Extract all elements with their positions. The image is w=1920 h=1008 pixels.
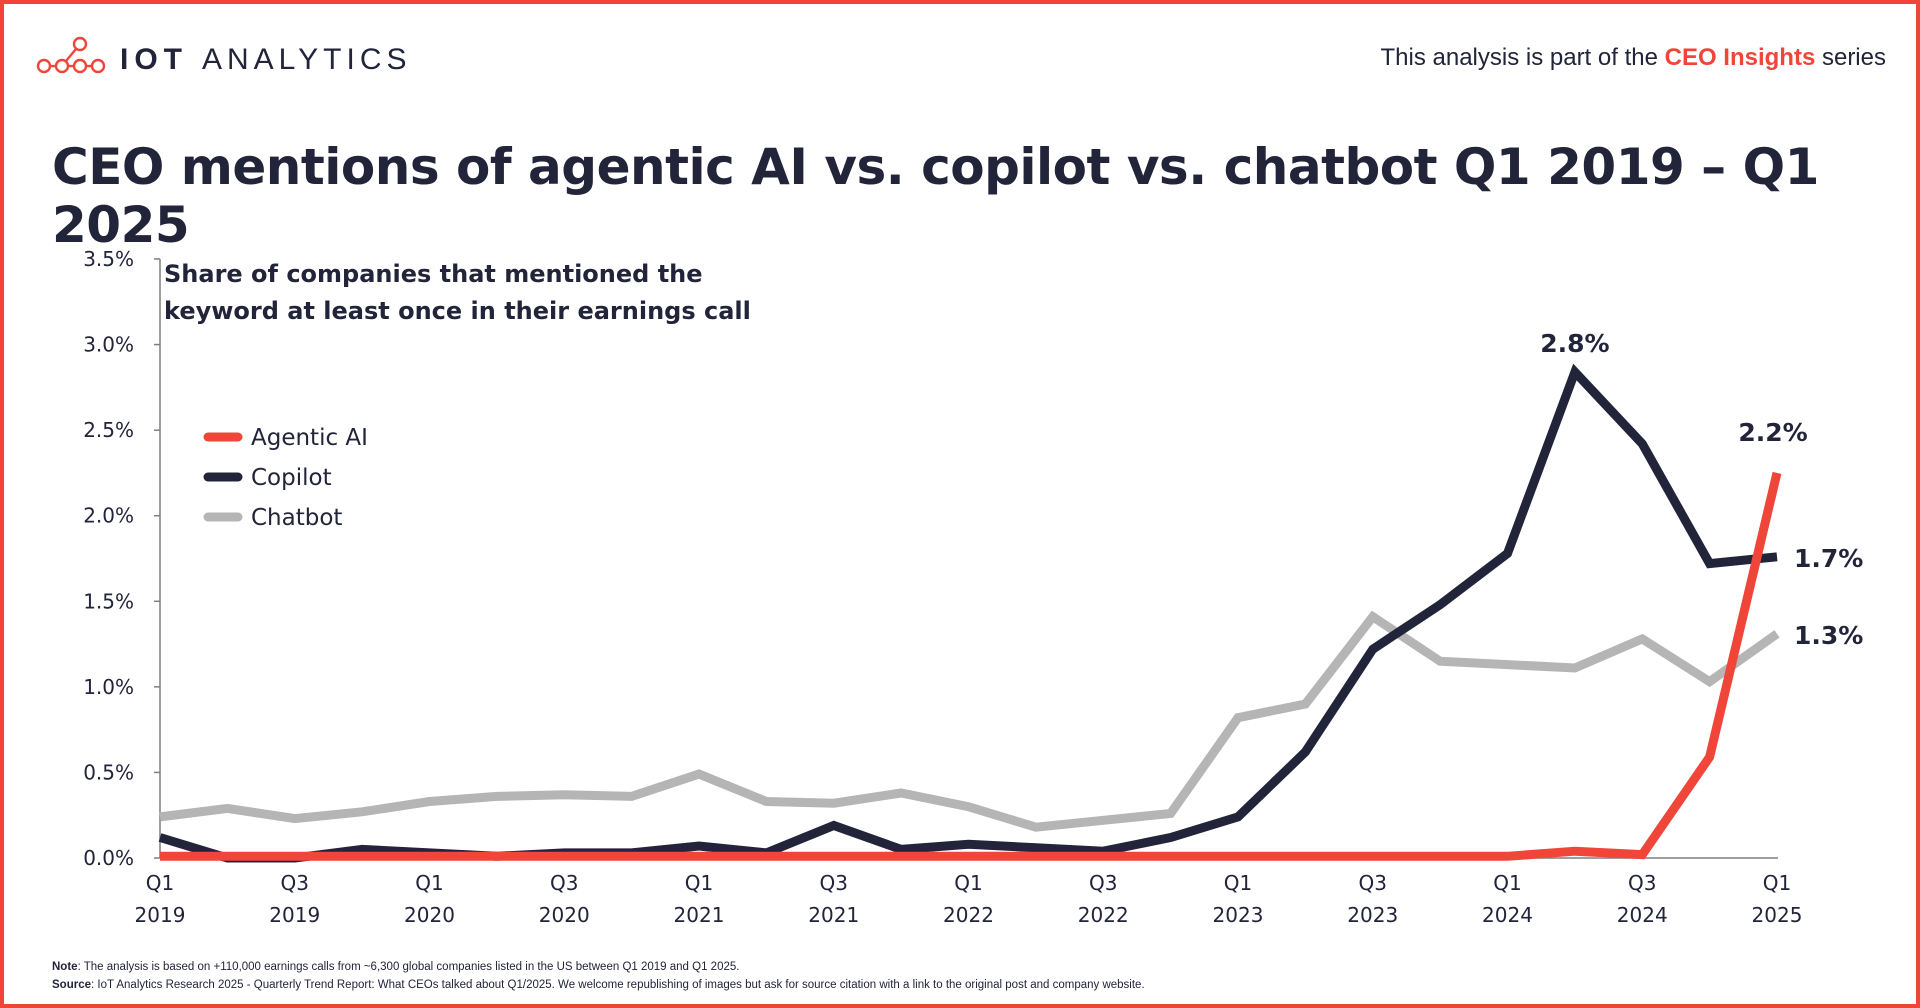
x-tick-year: 2021 xyxy=(674,903,725,927)
x-tick-quarter: Q3 xyxy=(1628,871,1656,895)
series-line-copilot xyxy=(158,363,1778,863)
series-line-chatbot xyxy=(159,610,1780,832)
x-tick-quarter: Q1 xyxy=(1763,871,1791,895)
footer-source: Source: IoT Analytics Research 2025 - Qu… xyxy=(52,976,1145,994)
iot-analytics-logo[interactable]: IOT ANALYTICS xyxy=(34,32,412,88)
y-tick-label: 2.5% xyxy=(83,418,134,442)
x-tick-quarter: Q1 xyxy=(954,871,982,895)
footer-note-text: : The analysis is based on +110,000 earn… xyxy=(77,961,740,973)
x-tick-year: 2025 xyxy=(1752,903,1803,927)
x-tick-year: 2019 xyxy=(135,903,186,927)
legend-label-chatbot: Chatbot xyxy=(251,505,342,531)
x-tick-quarter: Q1 xyxy=(146,871,174,895)
series-tagline: This analysis is part of the CEO Insight… xyxy=(1380,44,1886,72)
x-tick-year: 2022 xyxy=(1078,903,1129,927)
x-tick-year: 2021 xyxy=(808,903,859,927)
footer-note: Note: The analysis is based on +110,000 … xyxy=(52,958,1145,976)
tagline-highlight[interactable]: CEO Insights xyxy=(1664,44,1816,71)
page-title: CEO mentions of agentic AI vs. copilot v… xyxy=(52,138,1819,254)
footer-note-label: Note xyxy=(52,961,78,973)
x-tick-quarter: Q3 xyxy=(550,871,578,895)
x-tick-year: 2019 xyxy=(269,903,320,927)
logo-wordmark: IOT ANALYTICS xyxy=(120,43,412,77)
x-tick-quarter: Q3 xyxy=(281,871,309,895)
footer-notes: Note: The analysis is based on +110,000 … xyxy=(52,958,1145,994)
x-tick-quarter: Q1 xyxy=(1493,871,1521,895)
x-tick-year: 2023 xyxy=(1347,903,1398,927)
x-tick-year: 2020 xyxy=(404,903,455,927)
legend-label-agentic-ai: Agentic AI xyxy=(251,425,368,451)
logo-wordmark-light: ANALYTICS xyxy=(202,43,412,76)
tagline-suffix: series xyxy=(1821,44,1886,71)
x-tick-quarter: Q1 xyxy=(415,871,443,895)
data-label-copilot: 2.8% xyxy=(1540,329,1609,358)
x-tick-year: 2020 xyxy=(539,903,590,927)
chart-subtitle-line2: keyword at least once in their earnings … xyxy=(164,297,751,325)
y-tick-label: 1.0% xyxy=(83,675,134,699)
chart-subtitle-line1: Share of companies that mentioned the xyxy=(164,260,703,288)
x-tick-quarter: Q3 xyxy=(1359,871,1387,895)
data-label-agentic-ai: 2.2% xyxy=(1738,418,1807,447)
network-nodes-icon xyxy=(36,36,106,74)
y-tick-label: 1.5% xyxy=(83,589,134,613)
x-tick-year: 2023 xyxy=(1213,903,1264,927)
y-tick-label: 3.5% xyxy=(83,247,134,271)
x-tick-year: 2024 xyxy=(1482,903,1533,927)
data-label-chatbot: 1.3% xyxy=(1794,621,1863,650)
series-line-agentic-ai xyxy=(160,471,1782,861)
y-tick-label: 3.0% xyxy=(83,333,134,357)
y-tick-label: 2.0% xyxy=(83,504,134,528)
footer-source-text: : IoT Analytics Research 2025 - Quarterl… xyxy=(91,979,1145,991)
y-tick-label: 0.0% xyxy=(83,846,134,870)
x-tick-year: 2022 xyxy=(943,903,994,927)
footer-source-label: Source xyxy=(52,979,91,991)
x-tick-quarter: Q3 xyxy=(820,871,848,895)
logo-wordmark-bold: IOT xyxy=(120,43,188,76)
x-tick-quarter: Q1 xyxy=(1224,871,1252,895)
x-tick-quarter: Q3 xyxy=(1089,871,1117,895)
data-label-copilot: 1.7% xyxy=(1794,544,1863,573)
tagline-prefix: This analysis is part of the xyxy=(1380,44,1658,71)
x-tick-quarter: Q1 xyxy=(685,871,713,895)
y-tick-label: 0.5% xyxy=(83,760,134,784)
legend-label-copilot: Copilot xyxy=(251,465,332,491)
x-tick-year: 2024 xyxy=(1617,903,1668,927)
